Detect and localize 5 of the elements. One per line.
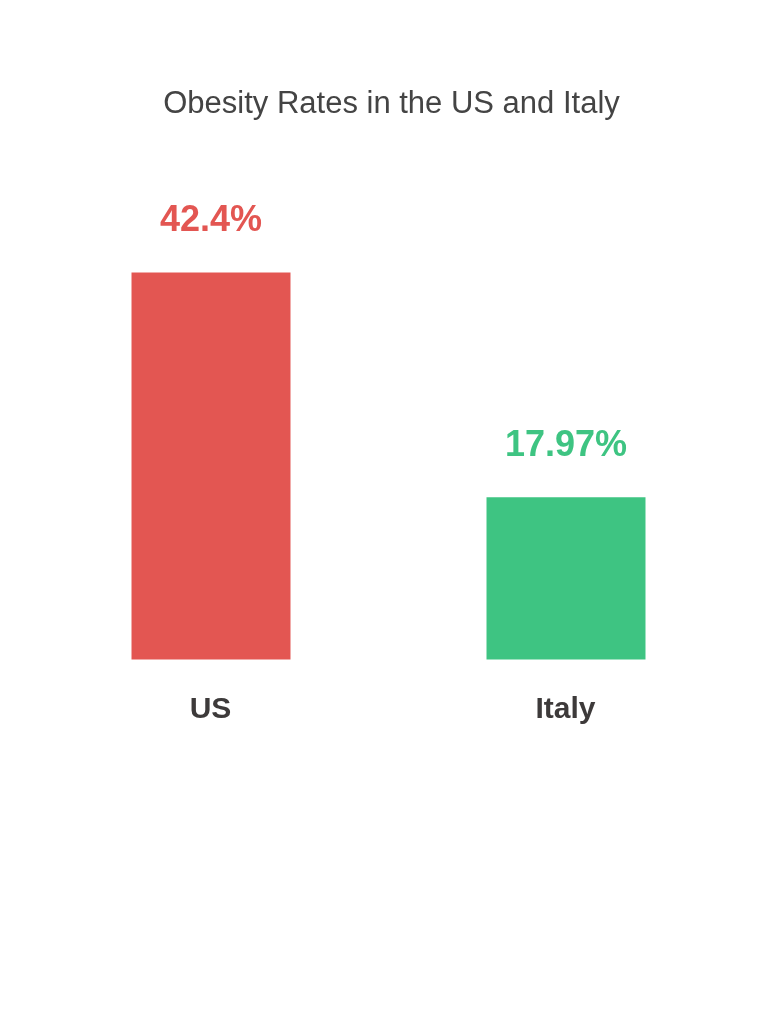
x-tick-label: US [189,691,232,725]
x-tick-label: Italy [535,691,596,725]
data-label: 42.4% [159,198,263,239]
data-label: 17.97% [504,422,628,464]
chart-title: Obesity Rates in the US and Italy [162,84,621,121]
